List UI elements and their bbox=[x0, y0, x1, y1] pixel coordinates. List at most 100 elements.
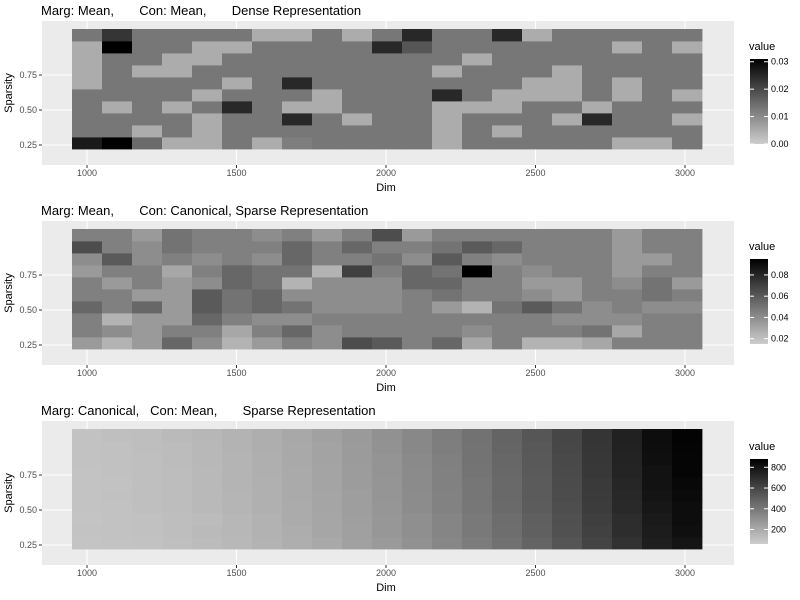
heatmap-tile bbox=[312, 89, 343, 102]
heatmap-tile bbox=[222, 325, 253, 338]
heatmap-tile bbox=[132, 301, 163, 314]
heatmap-tile bbox=[582, 313, 613, 326]
heatmap-tile bbox=[552, 265, 583, 278]
heatmap-tile bbox=[642, 101, 673, 114]
heatmap-tile bbox=[522, 265, 553, 278]
heatmap-tile bbox=[552, 77, 583, 90]
heatmap-tile bbox=[462, 289, 493, 302]
heatmap-tile bbox=[462, 313, 493, 326]
heatmap-tile bbox=[372, 453, 403, 466]
heatmap-tile bbox=[132, 277, 163, 290]
heatmap-tile bbox=[612, 313, 643, 326]
heatmap-tile bbox=[282, 29, 313, 42]
heatmap-tile bbox=[192, 441, 223, 454]
heatmap-tile bbox=[162, 77, 193, 90]
heatmap-tile bbox=[342, 41, 373, 54]
heatmap-tile bbox=[522, 29, 553, 42]
heatmap-tile bbox=[312, 489, 343, 502]
heatmap-tile bbox=[432, 89, 463, 102]
heatmap-tile bbox=[342, 29, 373, 42]
heatmap-tile bbox=[102, 137, 133, 150]
heatmap-tile bbox=[492, 313, 523, 326]
heatmap-tile bbox=[192, 429, 223, 442]
heatmap-tile bbox=[252, 301, 283, 314]
heatmap-tile bbox=[312, 229, 343, 242]
heatmap-tile bbox=[552, 441, 583, 454]
heatmap-tile bbox=[132, 53, 163, 66]
heatmap-tile bbox=[522, 89, 553, 102]
heatmap-tile bbox=[432, 313, 463, 326]
heatmap-tile bbox=[222, 337, 253, 350]
heatmap-tile bbox=[222, 313, 253, 326]
heatmap-tile bbox=[582, 89, 613, 102]
heatmap-tile bbox=[492, 489, 523, 502]
heatmap-tile bbox=[72, 137, 103, 150]
heatmap-tile bbox=[492, 453, 523, 466]
heatmap-tile bbox=[462, 325, 493, 338]
heatmap-tile bbox=[492, 465, 523, 478]
heatmap-tile bbox=[372, 65, 403, 78]
heatmap-tile bbox=[282, 453, 313, 466]
heatmap-tile bbox=[252, 41, 283, 54]
heatmap-tile bbox=[222, 453, 253, 466]
heatmap-tile bbox=[672, 53, 703, 66]
heatmap-tile bbox=[372, 265, 403, 278]
heatmap-tile bbox=[372, 525, 403, 538]
heatmap-tile bbox=[552, 125, 583, 138]
legend-tick-label: 200 bbox=[771, 524, 786, 534]
heatmap-tile bbox=[402, 513, 433, 526]
heatmap-tile bbox=[252, 65, 283, 78]
heatmap-tile bbox=[72, 513, 103, 526]
heatmap-tile bbox=[672, 77, 703, 90]
heatmap-tile bbox=[462, 441, 493, 454]
heatmap-tile bbox=[522, 229, 553, 242]
heatmap-tile bbox=[612, 337, 643, 350]
heatmap-tile bbox=[612, 241, 643, 254]
heatmap-tile bbox=[192, 41, 223, 54]
heatmap-tile bbox=[72, 89, 103, 102]
heatmap-tile bbox=[102, 277, 133, 290]
heatmap-tile bbox=[252, 29, 283, 42]
heatmap-tile bbox=[432, 29, 463, 42]
heatmap-tile bbox=[312, 313, 343, 326]
heatmap-tile bbox=[312, 77, 343, 90]
heatmap-tile bbox=[282, 465, 313, 478]
heatmap-tile bbox=[252, 77, 283, 90]
heatmap-tile bbox=[222, 537, 253, 550]
heatmap-tile bbox=[672, 229, 703, 242]
heatmap-tile bbox=[642, 313, 673, 326]
heatmap-tile bbox=[132, 101, 163, 114]
heatmap-tile bbox=[462, 89, 493, 102]
heatmap-tile bbox=[522, 477, 553, 490]
heatmap-tile bbox=[312, 501, 343, 514]
heatmap-tile bbox=[672, 525, 703, 538]
heatmap-tile bbox=[672, 277, 703, 290]
heatmap-tile bbox=[402, 477, 433, 490]
heatmap-tile bbox=[132, 429, 163, 442]
heatmap-tile bbox=[132, 253, 163, 266]
heatmap-tile bbox=[192, 477, 223, 490]
heatmap-tile bbox=[492, 301, 523, 314]
heatmap-tile bbox=[282, 289, 313, 302]
heatmap-tile bbox=[72, 125, 103, 138]
heatmap-tile bbox=[522, 301, 553, 314]
y-tick-label: 0.50 bbox=[19, 105, 37, 115]
heatmap-tile bbox=[432, 125, 463, 138]
heatmap-tile bbox=[552, 53, 583, 66]
heatmap-tile bbox=[102, 301, 133, 314]
heatmap-tile bbox=[252, 477, 283, 490]
heatmap-tile bbox=[222, 253, 253, 266]
heatmap-tile bbox=[372, 337, 403, 350]
heatmap-tile bbox=[402, 253, 433, 266]
heatmap-tile bbox=[102, 477, 133, 490]
heatmap-tile bbox=[132, 29, 163, 42]
heatmap-tile bbox=[192, 89, 223, 102]
heatmap-tile bbox=[552, 525, 583, 538]
heatmap-tile bbox=[432, 265, 463, 278]
heatmap-tile bbox=[222, 113, 253, 126]
heatmap-tile bbox=[222, 101, 253, 114]
heatmap-tile bbox=[672, 325, 703, 338]
legend-tick-label: 0.02 bbox=[771, 84, 789, 94]
heatmap-tile bbox=[612, 77, 643, 90]
heatmap-tile bbox=[372, 501, 403, 514]
